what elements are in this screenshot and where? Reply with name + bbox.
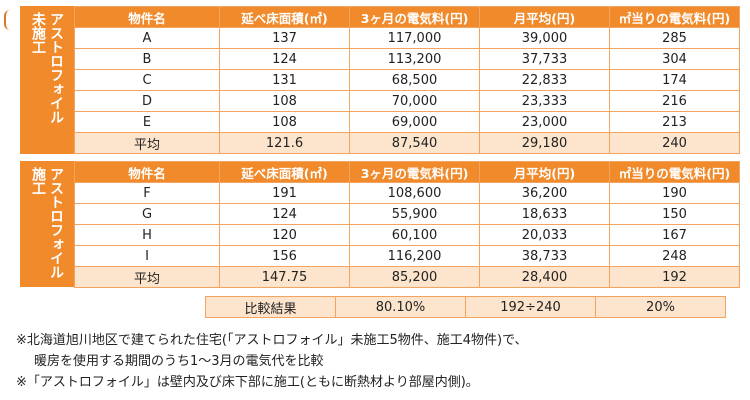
comparison-formula: 192÷240 (465, 296, 596, 318)
table-row: A 137 117,000 39,000 285 (74, 27, 740, 49)
table-row: E 108 69,000 23,000 213 (74, 111, 740, 133)
cell-floor-area: 156 (219, 245, 350, 267)
average-row: 平均 121.6 87,540 29,180 240 (74, 132, 740, 154)
cell-floor-area: 137 (219, 27, 350, 49)
cell-monthly-average: 38,733 (479, 245, 610, 267)
cell-cost-per-sqm: 240 (609, 132, 740, 154)
table-row: C 131 68,500 22,833 174 (74, 69, 740, 91)
cell-property: G (74, 203, 220, 225)
cell-property: 平均 (74, 266, 220, 288)
cell-cost-per-sqm: 192 (609, 266, 740, 288)
side-label-untreated: アストロフォイル 未施工 (20, 6, 74, 154)
cell-monthly-average: 23,000 (479, 111, 610, 133)
cell-floor-area: 108 (219, 111, 350, 133)
cell-cost-per-sqm: 167 (609, 224, 740, 246)
cell-cost-per-sqm: 216 (609, 90, 740, 112)
cell-monthly-average: 22,833 (479, 69, 610, 91)
header-monthly-average: 月平均(円) (479, 161, 610, 183)
header-3month-cost: 3ヶ月の電気料(円) (349, 6, 480, 28)
table-row: B 124 113,200 37,733 304 (74, 48, 740, 70)
cell-3month-cost: 108,600 (349, 182, 480, 204)
table-row: F 191 108,600 36,200 190 (74, 182, 740, 204)
cell-floor-area: 147.75 (219, 266, 350, 288)
comparison-ratio: 80.10% (335, 296, 466, 318)
header-cost-per-sqm: ㎡当りの電気料(円) (609, 6, 740, 28)
header-monthly-average: 月平均(円) (479, 6, 610, 28)
table-row: I 156 116,200 38,733 248 (74, 245, 740, 267)
cell-3month-cost: 113,200 (349, 48, 480, 70)
bracket-mark (4, 10, 12, 30)
cell-monthly-average: 23,333 (479, 90, 610, 112)
cell-cost-per-sqm: 304 (609, 48, 740, 70)
header-3month-cost: 3ヶ月の電気料(円) (349, 161, 480, 183)
cell-property: 平均 (74, 132, 220, 154)
cell-floor-area: 120 (219, 224, 350, 246)
cell-3month-cost: 87,540 (349, 132, 480, 154)
cell-cost-per-sqm: 213 (609, 111, 740, 133)
cell-monthly-average: 37,733 (479, 48, 610, 70)
cell-floor-area: 191 (219, 182, 350, 204)
cell-monthly-average: 39,000 (479, 27, 610, 49)
cell-cost-per-sqm: 150 (609, 203, 740, 225)
cell-monthly-average: 18,633 (479, 203, 610, 225)
comparison-label: 比較結果 (205, 296, 336, 318)
table-row: H 120 60,100 20,033 167 (74, 224, 740, 246)
side-label-treated: アストロフォイル 施工 (20, 161, 74, 287)
untreated-table: 物件名 延べ床面積(㎡) 3ヶ月の電気料(円) 月平均(円) ㎡当りの電気料(円… (74, 6, 740, 154)
cell-property: A (74, 27, 220, 49)
cell-monthly-average: 28,400 (479, 266, 610, 288)
cell-3month-cost: 68,500 (349, 69, 480, 91)
comparison-row: 比較結果 80.10% 192÷240 20% (205, 296, 726, 318)
cell-property: C (74, 69, 220, 91)
cell-property: B (74, 48, 220, 70)
cell-cost-per-sqm: 190 (609, 182, 740, 204)
cell-floor-area: 108 (219, 90, 350, 112)
side-label-product: アストロフォイル (48, 167, 64, 279)
cell-3month-cost: 70,000 (349, 90, 480, 112)
side-label-status: 未施工 (30, 12, 46, 54)
cell-3month-cost: 60,100 (349, 224, 480, 246)
cell-monthly-average: 36,200 (479, 182, 610, 204)
header-property: 物件名 (74, 6, 220, 28)
table-row: D 108 70,000 23,333 216 (74, 90, 740, 112)
side-label-status: 施工 (30, 167, 46, 195)
header-row: 物件名 延べ床面積(㎡) 3ヶ月の電気料(円) 月平均(円) ㎡当りの電気料(円… (74, 6, 740, 28)
cell-floor-area: 124 (219, 203, 350, 225)
average-row: 平均 147.75 85,200 28,400 192 (74, 266, 740, 288)
cell-cost-per-sqm: 174 (609, 69, 740, 91)
footnote-line: ※「アストロフォイル」は壁内及び床下部に施工(ともに断熱材より部屋内側)。 (16, 375, 479, 390)
treated-table: 物件名 延べ床面積(㎡) 3ヶ月の電気料(円) 月平均(円) ㎡当りの電気料(円… (74, 161, 740, 288)
table-row: G 124 55,900 18,633 150 (74, 203, 740, 225)
header-row: 物件名 延べ床面積(㎡) 3ヶ月の電気料(円) 月平均(円) ㎡当りの電気料(円… (74, 161, 740, 183)
footnote-line: 暖房を使用する期間のうち1〜3月の電気代を比較 (34, 354, 324, 369)
header-floor-area: 延べ床面積(㎡) (219, 6, 350, 28)
cell-3month-cost: 69,000 (349, 111, 480, 133)
footnote-line: ※北海道旭川地区で建てられた住宅(「アストロフォイル」未施工5物件、施工4物件)… (16, 333, 528, 348)
cell-floor-area: 124 (219, 48, 350, 70)
cell-property: H (74, 224, 220, 246)
cell-property: I (74, 245, 220, 267)
cell-monthly-average: 29,180 (479, 132, 610, 154)
cell-3month-cost: 55,900 (349, 203, 480, 225)
cell-property: D (74, 90, 220, 112)
cell-cost-per-sqm: 248 (609, 245, 740, 267)
cell-property: E (74, 111, 220, 133)
cell-3month-cost: 85,200 (349, 266, 480, 288)
header-property: 物件名 (74, 161, 220, 183)
cell-floor-area: 131 (219, 69, 350, 91)
comparison-table: 比較結果 80.10% 192÷240 20% (205, 296, 726, 318)
cell-floor-area: 121.6 (219, 132, 350, 154)
side-label-product: アストロフォイル (48, 12, 64, 124)
cell-property: F (74, 182, 220, 204)
header-cost-per-sqm: ㎡当りの電気料(円) (609, 161, 740, 183)
header-floor-area: 延べ床面積(㎡) (219, 161, 350, 183)
comparison-reduction: 20% (595, 296, 726, 318)
cell-3month-cost: 117,000 (349, 27, 480, 49)
cell-monthly-average: 20,033 (479, 224, 610, 246)
cell-cost-per-sqm: 285 (609, 27, 740, 49)
cell-3month-cost: 116,200 (349, 245, 480, 267)
footnotes: ※北海道旭川地区で建てられた住宅(「アストロフォイル」未施工5物件、施工4物件)… (16, 330, 741, 393)
